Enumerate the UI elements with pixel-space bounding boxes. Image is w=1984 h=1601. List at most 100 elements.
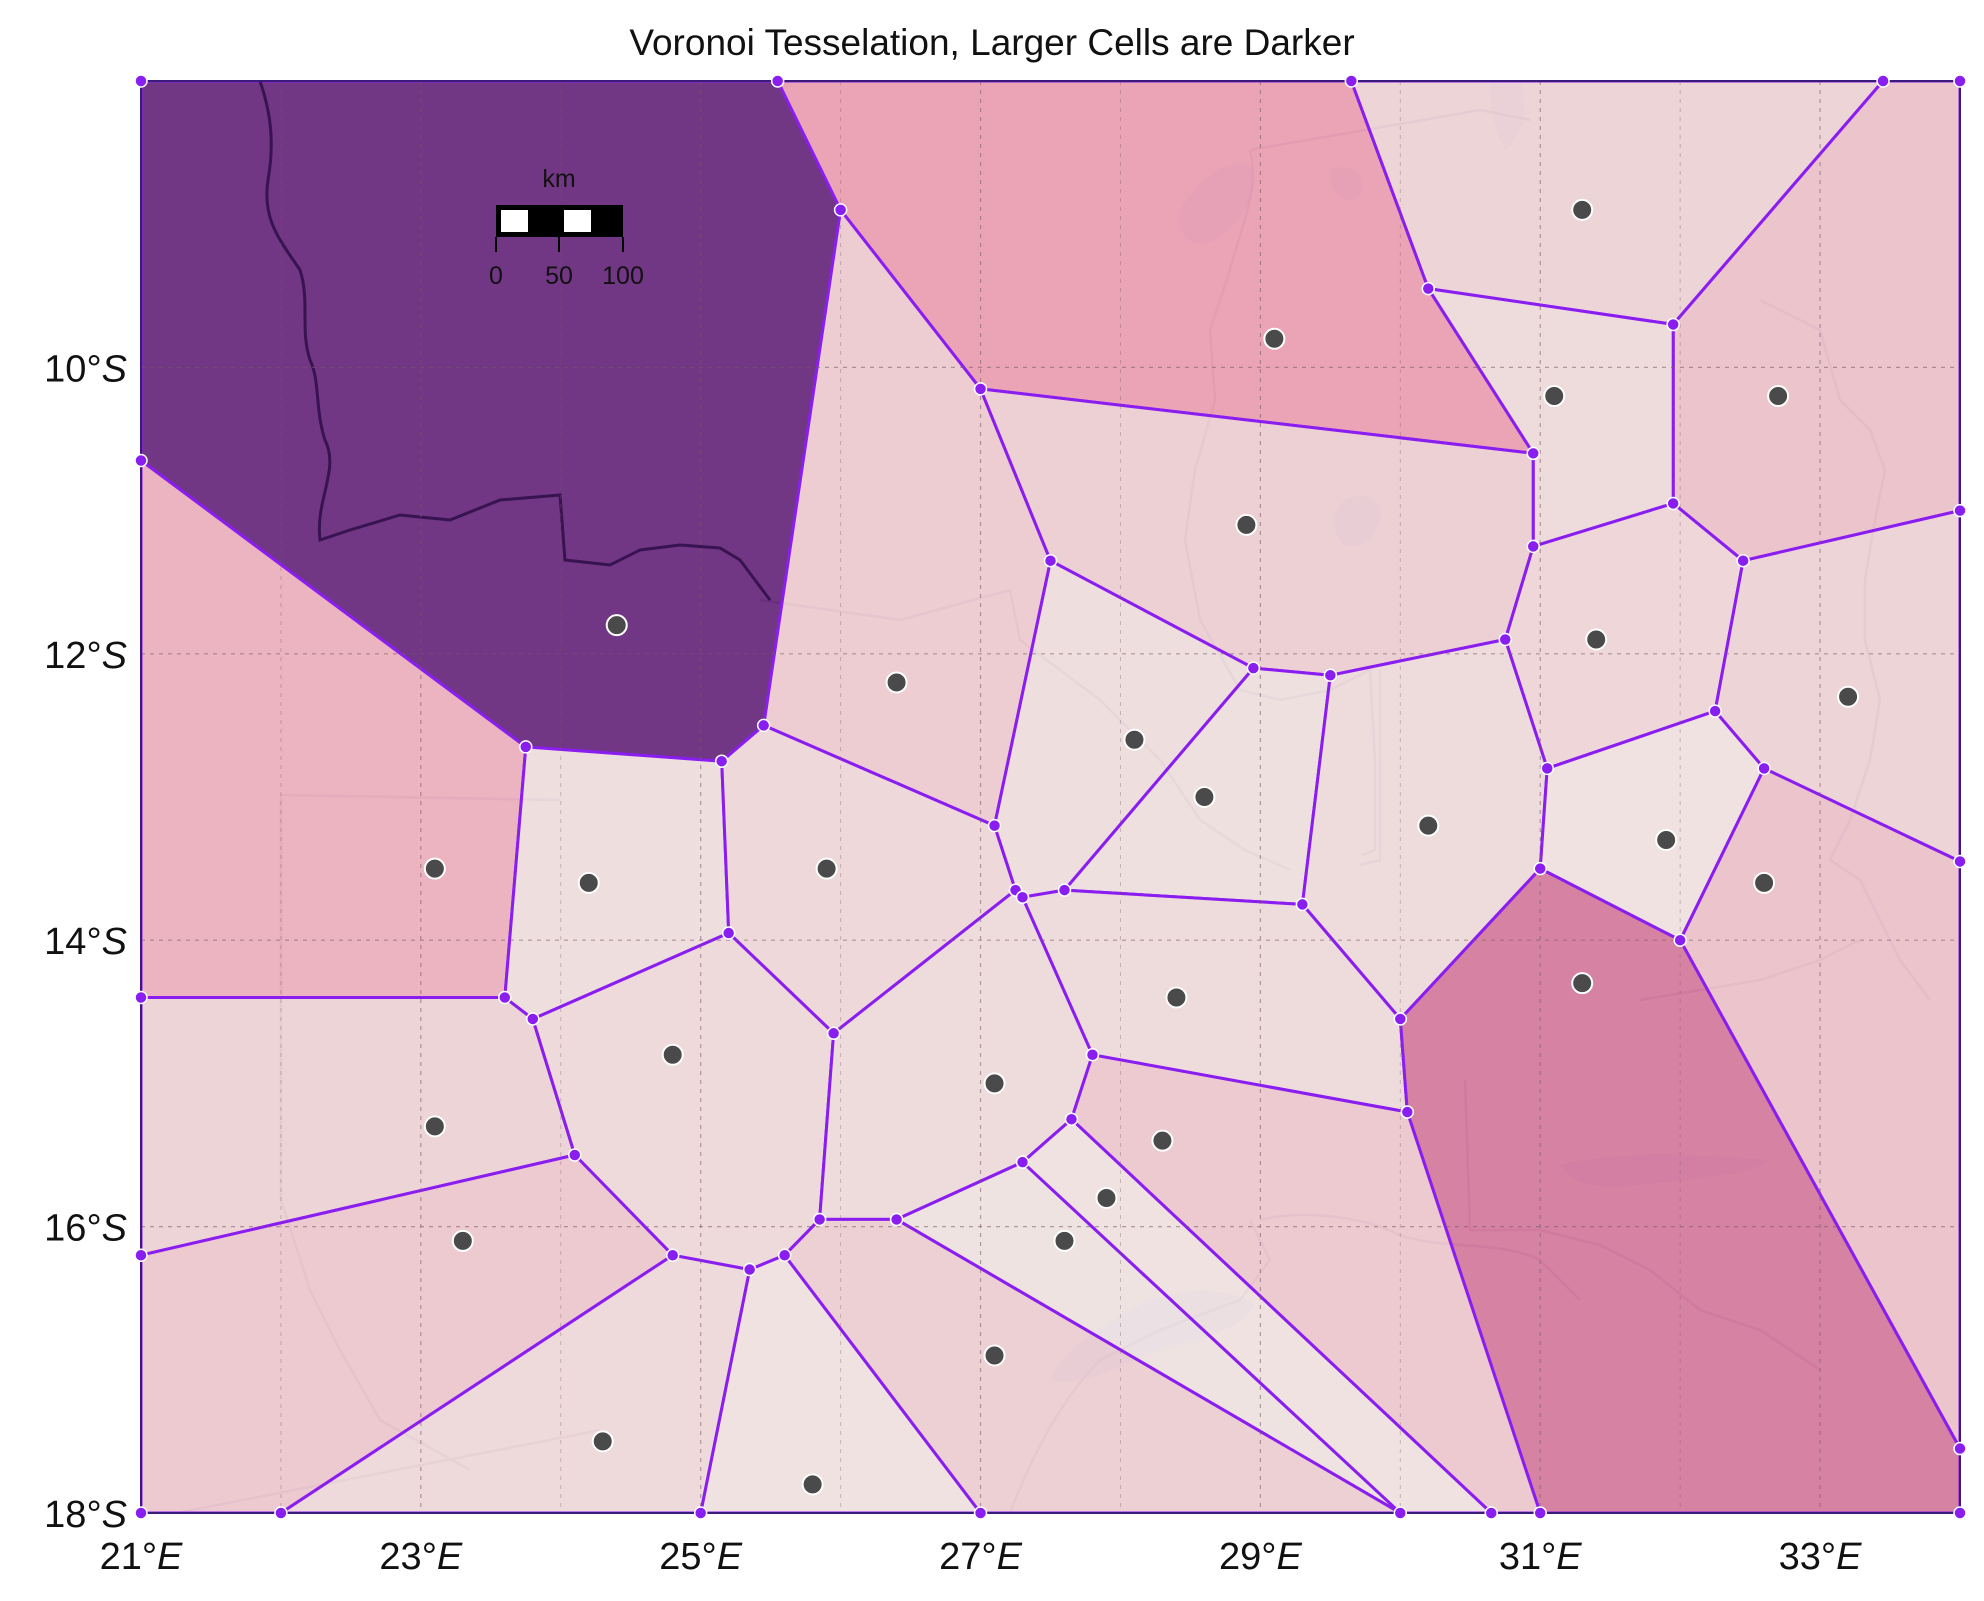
lat-tick-label: 16°S: [44, 1208, 127, 1250]
site-point: [801, 1473, 824, 1496]
scale-bar-label: 0: [489, 262, 503, 290]
site-point: [815, 857, 838, 880]
cell-vertex: [777, 1248, 792, 1262]
cell-vertex: [812, 1212, 827, 1227]
cell-vertex: [134, 74, 148, 88]
lon-tick-label: 21°E: [100, 1536, 183, 1578]
site-point: [1151, 1129, 1174, 1152]
cell-vertex: [1533, 1506, 1547, 1520]
site-point: [1235, 513, 1258, 536]
cell-vertex: [134, 453, 148, 468]
site-point: [1263, 327, 1286, 350]
cell-vertex: [889, 1212, 904, 1227]
cell-vertex: [526, 1012, 540, 1026]
cell-vertex: [1666, 496, 1680, 511]
cell-vertex: [1400, 1105, 1415, 1119]
lon-tick-label: 33°E: [1779, 1536, 1862, 1578]
cell-vertex: [498, 990, 512, 1005]
cell-vertex: [1484, 1506, 1499, 1520]
cell-vertex: [1953, 1441, 1967, 1456]
province-border-line: [258, 81, 772, 601]
lat-tick-label: 10°S: [44, 348, 127, 390]
site-point: [885, 671, 908, 694]
lon-tick-label: 29°E: [1219, 1536, 1302, 1578]
cell-vertex: [1673, 933, 1687, 947]
lat-tick-label: 18°S: [44, 1494, 127, 1536]
site-point: [423, 857, 446, 880]
site-point: [1193, 786, 1216, 808]
cell-vertex: [274, 1506, 288, 1520]
site-point: [451, 1229, 474, 1252]
cell-vertex: [973, 382, 988, 396]
cell-vertex: [1015, 1155, 1030, 1169]
cell-vertex: [1057, 883, 1072, 897]
cell-vertex: [134, 1506, 148, 1520]
cell-vertex: [1064, 1112, 1079, 1126]
cell-vertex: [1953, 503, 1967, 518]
cell-vertex: [714, 754, 729, 768]
lon-tick-label: 31°E: [1499, 1536, 1582, 1578]
cell-vertex: [1246, 661, 1261, 675]
cell-vertex: [1953, 74, 1967, 88]
voronoi-cell: [1070, 1053, 1542, 1513]
scale-bar-label: 50: [545, 262, 573, 290]
cell-vertex: [1393, 1012, 1408, 1026]
scale-bar-label: 100: [602, 262, 644, 290]
graticule: [141, 81, 1960, 1513]
cell-vertex: [568, 1148, 582, 1162]
site-point: [983, 1344, 1006, 1367]
cell-vertex: [1015, 890, 1030, 904]
scale-bar-block: [501, 210, 528, 232]
cell-vertex: [1393, 1506, 1408, 1520]
cell-vertex: [1736, 553, 1750, 568]
site-point: [1165, 986, 1188, 1009]
cell-vertex: [519, 740, 533, 754]
cell-vertex: [826, 1026, 841, 1041]
cell-vertex: [1526, 446, 1540, 461]
voronoi-cell: [783, 1217, 1402, 1513]
cell-vertex: [721, 926, 736, 940]
map-frame: [140, 80, 1961, 1514]
site-point: [1753, 871, 1776, 894]
scale-bar: km 0 50 100: [489, 165, 644, 290]
cell-vertex: [1953, 854, 1967, 869]
cell-vertex: [987, 818, 1002, 833]
lon-tick-label: 23°E: [379, 1536, 462, 1578]
lat-tick-label: 14°S: [44, 921, 127, 963]
cell-vertex: [1953, 1506, 1967, 1520]
scale-bar-unit: km: [542, 165, 575, 193]
cell-vertex: [665, 1248, 680, 1262]
site-point: [1585, 628, 1608, 651]
site-point: [1767, 385, 1790, 408]
cell-vertex: [1876, 74, 1890, 88]
voronoi-cell: [699, 1253, 982, 1513]
cell-vertex: [770, 74, 785, 88]
cell-vertex: [1421, 281, 1436, 296]
cell-vertex: [1323, 668, 1338, 683]
site-point: [983, 1072, 1006, 1095]
voronoi-cells: [141, 81, 1960, 1513]
cell-vertex: [1540, 761, 1554, 776]
province-border: [258, 81, 772, 601]
cell-vertex: [134, 1248, 148, 1262]
cell-vertex: [756, 718, 771, 733]
site-point: [1053, 1229, 1076, 1252]
scale-bar-block: [564, 210, 591, 232]
cell-vertex: [1666, 317, 1680, 332]
cell-vertex: [693, 1506, 708, 1520]
cell-vertex: [1498, 632, 1512, 647]
site-point: [605, 614, 628, 637]
cell-vertex: [1708, 704, 1722, 718]
voronoi-sites: [134, 74, 1967, 1520]
site-point: [1655, 828, 1678, 851]
lon-tick-label: 27°E: [939, 1536, 1022, 1578]
axis-labels: 21°E 23°E 25°E 27°E 29°E 31°E 33°E 10°S 12°S 14°S…: [44, 348, 1862, 1578]
site-point: [661, 1043, 684, 1066]
site-point: [1571, 198, 1594, 221]
cell-vertex: [1043, 553, 1058, 568]
cell-vertex: [1344, 74, 1359, 88]
cell-vertex: [1526, 539, 1540, 554]
cell-vertex: [973, 1506, 988, 1520]
cell-vertex: [1757, 761, 1771, 776]
